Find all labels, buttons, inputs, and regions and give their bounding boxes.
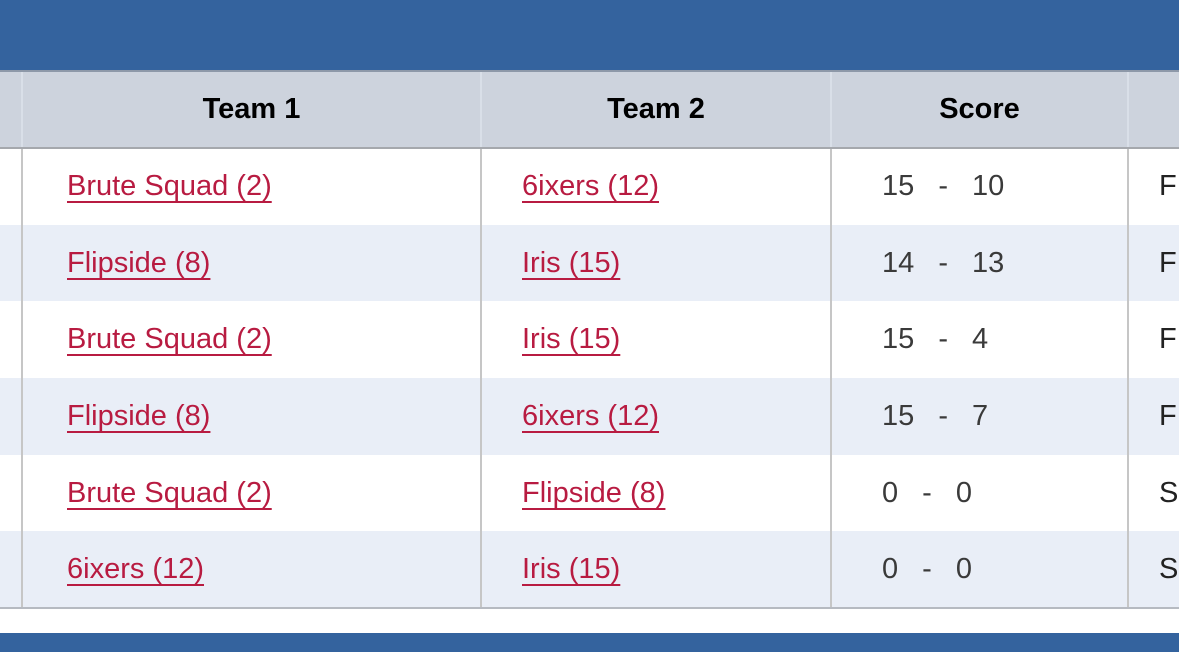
team-link[interactable]: Brute Squad (2) — [67, 323, 272, 356]
team-link[interactable]: 6ixers (12) — [522, 399, 659, 432]
score-text: 14 - 13 — [830, 224, 1128, 302]
team-link[interactable]: 6ixers (12) — [67, 552, 204, 585]
status-text: F — [1127, 148, 1179, 225]
table-header-row: Team 1 Team 2 Score — [0, 72, 1179, 149]
game-row: 6ixers (12) Iris (15) 0 - 0 S — [0, 531, 1179, 610]
bottom-nav-bar — [0, 633, 1179, 652]
status-text: F — [1127, 378, 1179, 455]
header-cell-status — [1127, 72, 1179, 149]
score-text: 15 - 10 — [830, 148, 1128, 225]
score-text: 0 - 0 — [830, 454, 1128, 532]
status-text: F — [1127, 301, 1179, 379]
team-link[interactable]: 6ixers (12) — [522, 170, 659, 203]
team1-cell: Flipside (8) — [21, 224, 481, 302]
team2-cell: Flipside (8) — [480, 454, 831, 532]
score-text: 0 - 0 — [830, 531, 1128, 610]
game-row: Flipside (8) Iris (15) 14 - 13 F — [0, 224, 1179, 302]
cutoff-cell — [0, 454, 22, 532]
cutoff-cell — [0, 531, 22, 610]
top-nav-bar — [0, 0, 1179, 72]
team-link[interactable]: Flipside (8) — [522, 476, 666, 509]
team2-cell: Iris (15) — [480, 531, 831, 610]
team-link[interactable]: Iris (15) — [522, 246, 621, 279]
team-link[interactable]: Flipside (8) — [67, 399, 211, 432]
header-cell-cutoff — [0, 72, 22, 149]
cutoff-cell — [0, 378, 22, 455]
cutoff-cell — [0, 301, 22, 379]
team1-cell: Brute Squad (2) — [21, 454, 481, 532]
score-text: 15 - 4 — [830, 301, 1128, 379]
games-schedule-table: Team 1 Team 2 Score Brute Squad (2) 6ixe… — [0, 72, 1179, 610]
game-row: Brute Squad (2) 6ixers (12) 15 - 10 F — [0, 148, 1179, 225]
header-cell-score: Score — [830, 72, 1128, 149]
header-cell-team2: Team 2 — [480, 72, 831, 149]
team1-cell: Flipside (8) — [21, 378, 481, 455]
team2-cell: Iris (15) — [480, 301, 831, 379]
score-text: 15 - 7 — [830, 378, 1128, 455]
team2-cell: Iris (15) — [480, 224, 831, 302]
team-link[interactable]: Flipside (8) — [67, 246, 211, 279]
game-row: Flipside (8) 6ixers (12) 15 - 7 F — [0, 378, 1179, 455]
cutoff-cell — [0, 148, 22, 225]
cutoff-cell — [0, 224, 22, 302]
status-text: F — [1127, 224, 1179, 302]
team-link[interactable]: Iris (15) — [522, 552, 621, 585]
status-text: S — [1127, 531, 1179, 610]
game-row: Brute Squad (2) Flipside (8) 0 - 0 S — [0, 454, 1179, 532]
team-link[interactable]: Brute Squad (2) — [67, 476, 272, 509]
team1-cell: Brute Squad (2) — [21, 148, 481, 225]
game-row: Brute Squad (2) Iris (15) 15 - 4 F — [0, 301, 1179, 379]
team-link[interactable]: Iris (15) — [522, 323, 621, 356]
team2-cell: 6ixers (12) — [480, 378, 831, 455]
team-link[interactable]: Brute Squad (2) — [67, 170, 272, 203]
status-text: S — [1127, 454, 1179, 532]
team2-cell: 6ixers (12) — [480, 148, 831, 225]
header-cell-team1: Team 1 — [21, 72, 481, 149]
team1-cell: Brute Squad (2) — [21, 301, 481, 379]
team1-cell: 6ixers (12) — [21, 531, 481, 610]
